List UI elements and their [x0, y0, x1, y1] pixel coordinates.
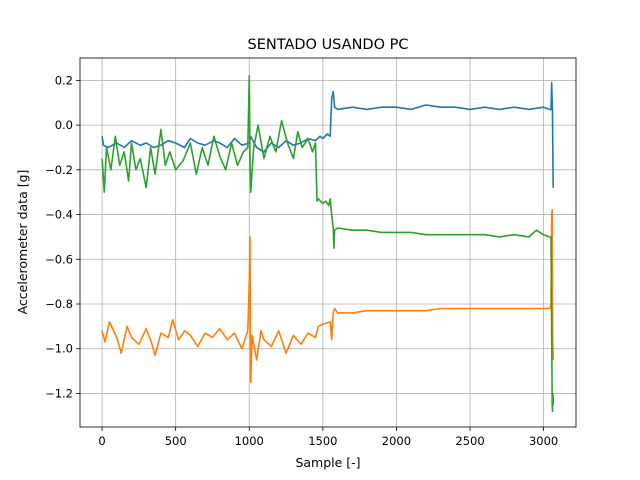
series-group: [101, 75, 554, 413]
chart-title: SENTADO USANDO PC: [248, 37, 409, 53]
series-line-1: [101, 81, 554, 188]
y-axis-ticks: −1.2 −1.0 −0.8 −0.6 −0.4 −0.2 0.0 0.2: [45, 73, 80, 400]
y-tick-label: −1.2: [45, 386, 73, 400]
y-tick-label: −0.6: [45, 252, 73, 266]
series-line-2: [101, 209, 554, 384]
y-tick-label: 0.2: [55, 73, 73, 87]
x-tick-label: 3000: [529, 434, 558, 448]
x-tick-label: 500: [165, 434, 187, 448]
plot-frame: [79, 57, 577, 428]
y-axis-label: Accelerometer data [g]: [15, 170, 30, 315]
y-tick-label: −0.2: [45, 163, 73, 177]
y-tick-label: −0.8: [45, 297, 73, 311]
y-tick-label: −1.0: [45, 342, 73, 356]
x-tick-label: 1000: [235, 434, 264, 448]
series-line-3: [101, 75, 554, 413]
x-tick-label: 1500: [308, 434, 337, 448]
y-tick-label: 0.0: [55, 118, 73, 132]
y-tick-label: −0.4: [45, 208, 73, 222]
x-tick-label: 2500: [455, 434, 484, 448]
x-tick-label: 0: [98, 434, 105, 448]
grid-lines: [80, 58, 576, 427]
x-tick-label: 2000: [382, 434, 411, 448]
x-axis-ticks: 0 500 1000 1500 2000 2500 3000: [98, 427, 558, 448]
x-axis-label: Sample [-]: [295, 455, 360, 470]
